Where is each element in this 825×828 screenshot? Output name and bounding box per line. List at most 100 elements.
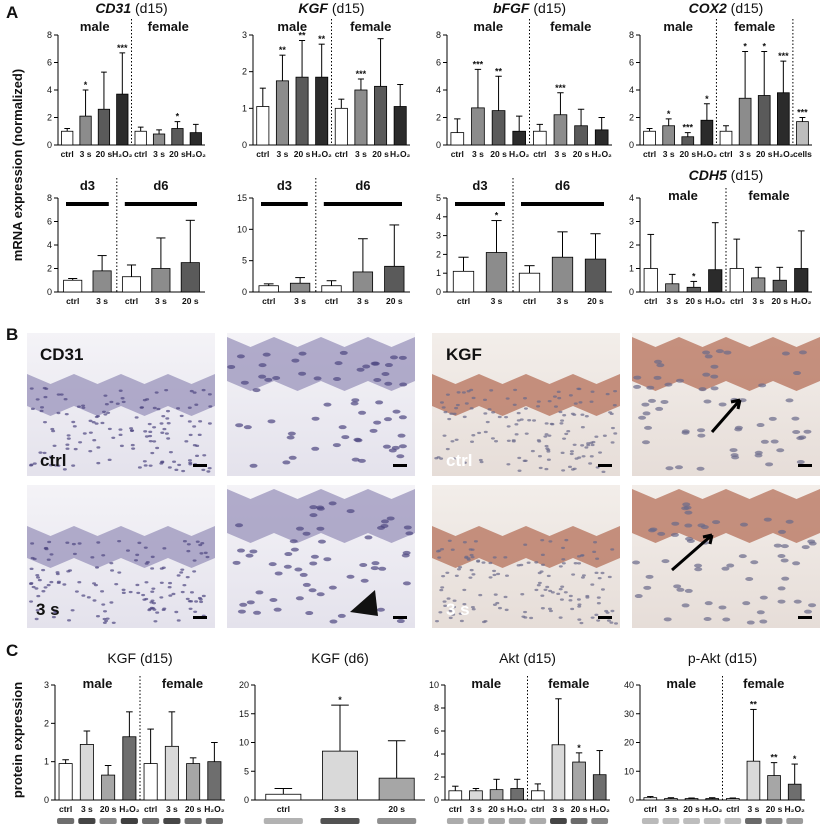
bar	[258, 285, 279, 293]
bar	[518, 272, 541, 293]
y-tick-label: 4	[629, 85, 634, 95]
nucleus	[95, 614, 100, 618]
bar	[751, 277, 766, 293]
nucleus	[718, 605, 727, 610]
x-tick-label: H₂O₂	[702, 804, 723, 814]
nucleus	[249, 463, 258, 468]
nucleus	[686, 538, 695, 543]
nucleus	[302, 531, 311, 536]
blot-band	[184, 818, 202, 824]
group-label: d6	[355, 178, 370, 193]
nucleus	[704, 601, 713, 606]
nucleus	[201, 468, 206, 472]
group-label: female	[350, 19, 391, 34]
group-label: d3	[80, 178, 95, 193]
nucleus	[647, 398, 656, 403]
nucleus	[607, 575, 612, 579]
nucleus	[252, 388, 261, 393]
nucleus	[155, 611, 160, 614]
nucleus	[776, 448, 785, 453]
x-tick-label: ctrl	[719, 149, 732, 159]
nucleus	[791, 416, 800, 421]
x-tick-label: H₂O₂	[204, 804, 225, 814]
nucleus	[462, 415, 467, 419]
bar	[321, 285, 342, 293]
nucleus	[96, 446, 101, 449]
nucleus	[492, 556, 497, 559]
group-label: female	[743, 676, 784, 691]
nucleus	[185, 575, 190, 579]
nucleus	[641, 402, 650, 407]
nucleus	[710, 364, 719, 369]
nucleus	[94, 566, 99, 569]
nucleus	[558, 587, 563, 591]
nucleus	[742, 601, 751, 606]
nucleus	[661, 559, 670, 564]
blot-band	[57, 818, 75, 824]
nucleus	[192, 391, 197, 394]
nucleus	[100, 590, 105, 593]
nucleus	[524, 432, 529, 435]
nucleus	[380, 523, 389, 528]
bar	[180, 262, 200, 293]
nucleus	[120, 397, 125, 400]
panel-label: C	[6, 641, 18, 660]
nucleus	[477, 431, 482, 435]
significance: **	[318, 34, 326, 44]
nucleus	[576, 598, 581, 601]
nucleus	[88, 431, 93, 434]
group-label: male	[277, 19, 307, 34]
nucleus	[756, 423, 765, 428]
nucleus	[807, 539, 816, 544]
nucleus	[274, 571, 283, 576]
x-tick-label: H₂O₂	[590, 804, 611, 814]
nucleus	[540, 563, 545, 566]
nucleus	[462, 602, 467, 606]
nucleus	[610, 609, 615, 613]
bar	[186, 763, 201, 801]
nucleus	[493, 593, 498, 596]
nucleus	[198, 420, 203, 423]
nucleus	[653, 359, 662, 364]
timepoint: (d15)	[533, 0, 566, 16]
y-tick-label: 4	[434, 749, 439, 759]
nucleus	[516, 411, 521, 415]
y-tick-label: 5	[242, 256, 247, 266]
nucleus	[145, 398, 150, 401]
nucleus	[119, 444, 124, 448]
arrow	[710, 398, 742, 433]
nucleus	[634, 594, 643, 599]
nucleus	[309, 505, 318, 510]
nucleus	[187, 420, 192, 423]
scale-bar	[598, 616, 612, 619]
group-label: d6	[555, 178, 570, 193]
x-tick-label: 20 s	[683, 804, 700, 814]
x-tick-label: 20 s	[680, 149, 697, 159]
nucleus	[384, 363, 393, 368]
chart-title: p-Akt (d15)	[688, 650, 757, 666]
nucleus	[455, 403, 460, 407]
nucleus	[450, 548, 455, 551]
nucleus	[514, 433, 519, 436]
nucleus	[684, 588, 693, 593]
nucleus	[148, 434, 153, 438]
y-tick-label: 40	[624, 680, 634, 690]
nucleus	[373, 377, 382, 382]
bar	[772, 279, 787, 293]
nucleus	[469, 568, 474, 572]
nucleus	[446, 597, 451, 600]
nucleus	[584, 446, 589, 449]
nucleus	[49, 553, 54, 556]
nucleus	[194, 600, 199, 603]
nucleus	[181, 469, 186, 473]
nucleus	[351, 398, 360, 403]
y-tick-label: 10	[429, 680, 439, 690]
nucleus	[72, 425, 77, 428]
nucleus	[739, 522, 748, 527]
scale-bar	[193, 616, 207, 619]
nucleus	[470, 605, 475, 609]
y-tick-label: 0	[242, 140, 247, 150]
x-tick-label: H₂O₂	[791, 296, 812, 306]
nucleus	[803, 609, 812, 614]
y-axis-label: protein expression	[10, 682, 25, 798]
